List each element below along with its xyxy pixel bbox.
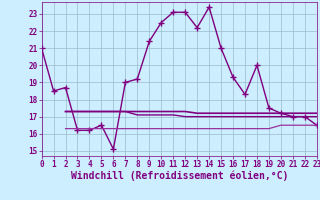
X-axis label: Windchill (Refroidissement éolien,°C): Windchill (Refroidissement éolien,°C) bbox=[70, 171, 288, 181]
